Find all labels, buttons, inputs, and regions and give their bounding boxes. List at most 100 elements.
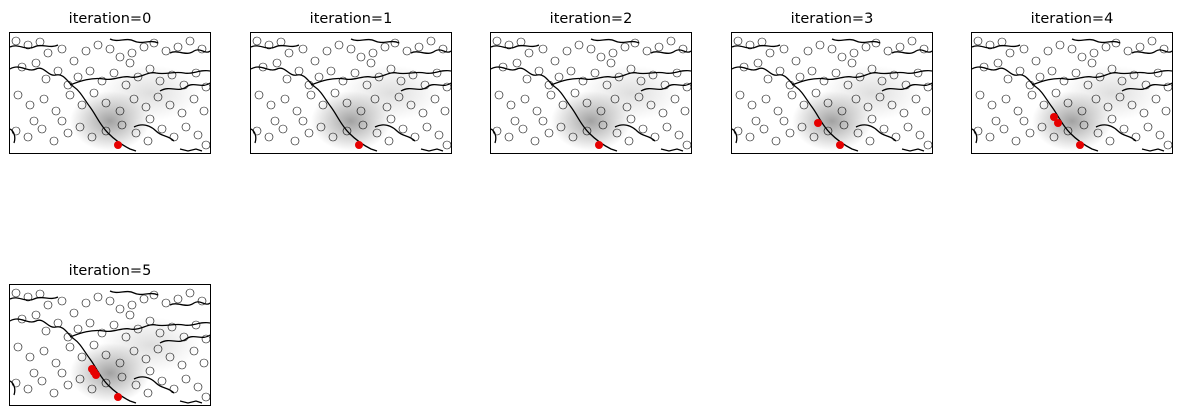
station-marker — [785, 128, 795, 138]
station-marker — [13, 342, 23, 352]
coastline — [109, 38, 159, 44]
station-marker — [252, 126, 262, 136]
station-marker — [574, 40, 584, 50]
station-marker — [179, 80, 189, 90]
station-marker — [757, 37, 767, 47]
map-panel: iteration=4 — [971, 8, 1173, 158]
station-marker — [682, 82, 691, 92]
coastline — [179, 148, 203, 152]
coastline — [179, 400, 203, 404]
station-marker — [442, 140, 451, 150]
density-shading — [100, 317, 200, 373]
station-marker — [1049, 132, 1059, 142]
station-marker — [57, 44, 67, 54]
station-marker — [797, 122, 807, 132]
selected-point — [1054, 119, 1062, 127]
selected-point — [114, 141, 122, 149]
station-marker — [799, 100, 809, 110]
station-marker — [622, 102, 632, 112]
station-marker — [438, 44, 448, 54]
station-marker — [530, 136, 540, 146]
coastline — [732, 128, 738, 144]
station-marker — [314, 72, 324, 82]
coastline — [310, 69, 451, 86]
station-marker — [157, 124, 167, 134]
station-marker — [791, 56, 801, 66]
station-marker — [923, 140, 932, 150]
station-marker — [143, 136, 153, 146]
station-marker — [11, 378, 21, 388]
station-marker — [115, 358, 125, 368]
station-marker — [167, 70, 177, 80]
station-marker — [81, 46, 91, 56]
station-marker — [169, 132, 179, 142]
station-marker — [69, 308, 79, 318]
coastline — [831, 38, 881, 44]
coastline — [251, 44, 300, 49]
map-frame — [250, 32, 452, 154]
station-marker — [197, 296, 207, 306]
station-marker — [89, 88, 99, 98]
coastline — [891, 49, 932, 54]
station-marker — [25, 100, 35, 110]
station-marker — [23, 132, 33, 142]
station-marker — [753, 58, 763, 68]
station-marker — [169, 384, 179, 394]
station-marker — [811, 88, 821, 98]
station-marker — [292, 106, 302, 116]
station-marker — [1063, 126, 1073, 136]
station-marker — [887, 100, 897, 110]
station-marker — [145, 316, 155, 326]
map-panel: iteration=5 — [9, 260, 211, 410]
station-marker — [1039, 100, 1049, 110]
station-marker — [181, 122, 191, 132]
station-marker — [596, 52, 606, 62]
station-marker — [398, 124, 408, 134]
station-marker — [504, 40, 514, 50]
station-marker — [779, 116, 789, 126]
station-marker — [39, 346, 49, 356]
station-marker — [31, 58, 41, 68]
station-marker — [612, 128, 622, 138]
station-marker — [139, 42, 149, 52]
coastline — [660, 148, 684, 152]
station-marker — [185, 36, 195, 46]
station-marker — [57, 296, 67, 306]
station-marker — [819, 76, 829, 86]
station-marker — [985, 40, 995, 50]
station-marker — [65, 342, 75, 352]
station-marker — [911, 94, 921, 104]
station-marker — [23, 384, 33, 394]
station-marker — [63, 380, 73, 390]
station-marker — [264, 132, 274, 142]
station-marker — [199, 358, 209, 368]
station-marker — [973, 126, 983, 136]
station-marker — [735, 90, 745, 100]
station-marker — [161, 46, 171, 56]
station-marker — [406, 100, 416, 110]
station-marker — [626, 114, 636, 124]
station-marker — [538, 116, 548, 126]
map-panel: iteration=3 — [731, 8, 933, 158]
station-marker — [121, 332, 131, 342]
coastline — [374, 124, 416, 142]
station-marker — [304, 128, 314, 138]
station-marker — [1019, 44, 1029, 54]
station-marker — [773, 106, 783, 116]
station-marker — [620, 42, 630, 52]
station-marker — [1059, 76, 1069, 86]
station-marker — [386, 114, 396, 124]
station-marker — [582, 98, 592, 108]
selected-point — [814, 119, 822, 127]
station-marker — [37, 376, 47, 386]
station-marker — [1025, 80, 1035, 90]
station-marker — [197, 44, 207, 54]
station-marker — [101, 98, 111, 108]
station-marker — [145, 114, 155, 124]
station-marker — [630, 38, 640, 48]
station-marker — [1107, 64, 1117, 74]
station-marker — [654, 42, 664, 52]
station-marker — [867, 114, 877, 124]
station-marker — [985, 132, 995, 142]
coastline — [640, 82, 691, 92]
